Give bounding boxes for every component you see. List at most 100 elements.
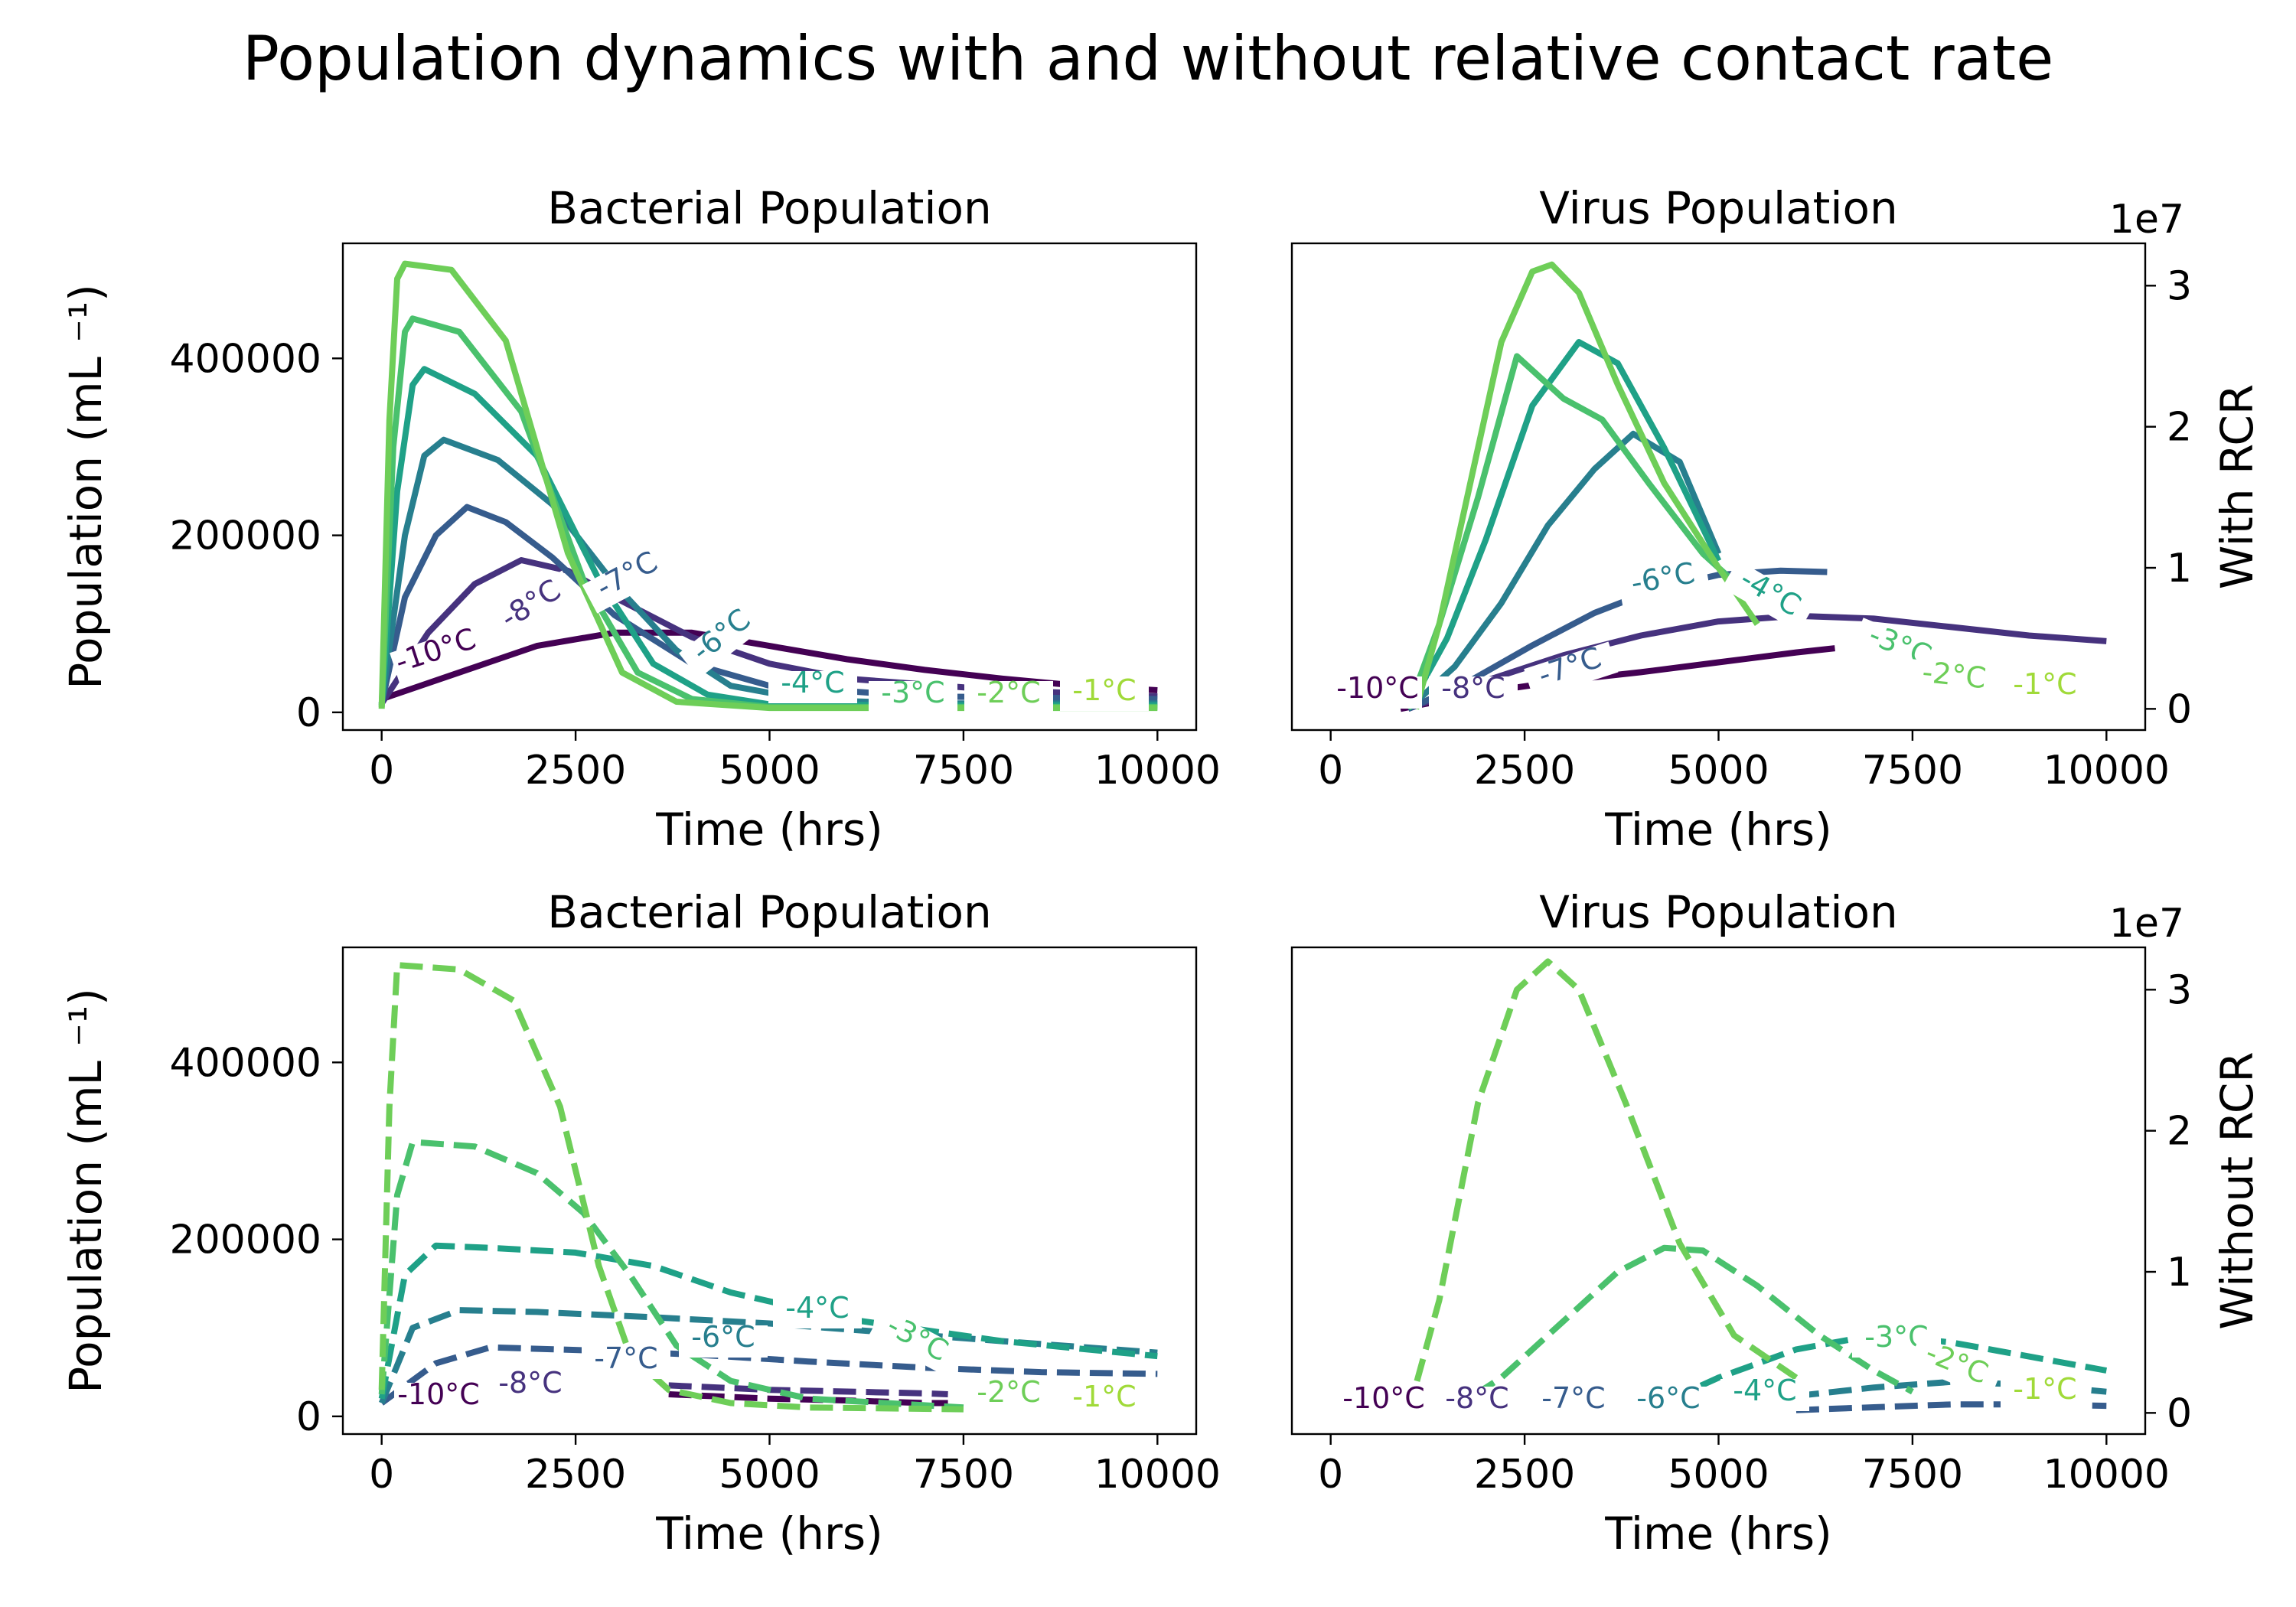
contour-label: -8°C [1429,671,1518,709]
y-axis-label-right: Without RCR [2211,1051,2263,1329]
x-tick-label: 10000 [1094,1452,1221,1498]
contour-label: -4°C [773,1291,862,1328]
axes-frame [1290,242,2147,732]
y-tick-label: 2 [2167,405,2192,451]
contour-label-bg [1060,679,1149,711]
x-tick-label: 10000 [2043,1452,2170,1498]
contour-label-bg [1720,1379,1809,1411]
contour-label-bg [1907,659,2000,700]
contour-label-bg [869,681,957,713]
y-tick-label: 3 [2167,967,2192,1013]
contour-label-text: -2°C [1921,655,1988,695]
y-tick-label: 0 [2167,686,2192,732]
contour-label-text: -1°C [2013,1372,2076,1406]
contour-label-text: -8°C [1441,671,1505,705]
contour-label-text: -4°C [781,666,844,699]
series-group [1400,261,2107,712]
series-line--8°C [1407,612,2107,712]
x-tick-label: 2500 [525,1452,626,1498]
panel-title: Bacterial Population [547,182,991,234]
contour-label: -10°C [394,1377,483,1415]
x-tick-label: 7500 [1862,748,1963,794]
series-line--4°C [378,366,1158,709]
x-tick-label: 10000 [2043,748,2170,794]
contour-label: -8°C [486,570,579,645]
y-tick-label: 3 [2167,263,2192,309]
contour-label-bg [1907,1335,2003,1399]
contour-label-text: -10°C [1336,671,1419,705]
series-group [1405,958,2108,1416]
contour-label-group: -10°C-8°C-7°C-6°C-4°C-3°C-2°C-1°C [1333,556,2089,709]
contour-label-text: -1°C [2013,667,2076,701]
series-line--2°C [1405,958,1799,1414]
contour-label: -8°C [486,1366,575,1403]
contour-label: -7°C [582,1341,670,1379]
panel-bact-rcr: 0 2500 5000 7500 10000 0 200000 400000 Bacterial… [60,182,1221,856]
x-tick-label: 7500 [1862,1452,1963,1498]
panel-bact-norcr: 0 2500 5000 7500 10000 0 200000 400000 Bacterial… [60,886,1221,1560]
contour-label-text: -1°C [1072,673,1136,707]
y-axis-label: Population (mL ⁻¹) [60,284,112,689]
contour-label-text: -2°C [977,1375,1040,1409]
contour-label: -4°C [1720,1374,1809,1411]
contour-label-text: -7°C [594,1341,657,1375]
panel-title: Bacterial Population [547,886,991,938]
contour-label: -4°C [768,666,857,703]
contour-label-text: -10°C [1342,1381,1425,1415]
x-axis-label: Time (hrs) [1604,1508,1831,1560]
panel-virus-rcr: 0 2500 5000 7500 10000 0 1 2 3 Virus Population Ti… [1290,182,2263,856]
series-line--3°C [1445,1244,1914,1416]
contour-label-group: -10°C-8°C-7°C-6°C-4°C-3°C-2°C-1°C [390,543,1149,713]
contour-label: -3°C [869,676,957,713]
contour-label-bg [394,1383,483,1415]
x-tick-label: 2500 [1474,1452,1575,1498]
series-line--6°C [1795,1378,2107,1400]
panel-virus-norcr: 0 2500 5000 7500 10000 0 1 2 3 Virus Population Ti… [1290,886,2263,1560]
contour-label-bg [964,1380,1053,1413]
y-tick-label: 0 [2167,1390,2192,1436]
contour-label-bg [1529,1387,1618,1419]
x-tick-label: 7500 [913,1452,1014,1498]
contour-label-bg [768,671,857,703]
x-tick-label: 0 [1318,748,1343,794]
contour-label-bg [2001,1377,2089,1410]
x-tick-label: 5000 [1668,748,1769,794]
contour-label-bg [1624,1387,1713,1419]
contour-label: -10°C [390,621,484,684]
y-axis-label-right: With RCR [2211,384,2263,589]
x-tick-label: 7500 [913,748,1014,794]
y-tick-label: 1 [2167,1250,2192,1296]
contour-label-bg [486,1371,575,1403]
y-axis-label: Population (mL ⁻¹) [60,988,112,1393]
contour-label-text: -8°C [498,1366,562,1400]
contour-label-bg [582,1347,670,1379]
contour-label-text: -7°C [1541,1381,1605,1415]
x-tick-label: 5000 [719,1452,820,1498]
axis-multiplier: 1e7 [2109,197,2184,243]
y-tick-label: 2 [2167,1109,2192,1155]
panel-title: Virus Population [1539,182,1898,234]
contour-label: -6°C [1617,556,1711,606]
contour-label: -6°C [1624,1381,1713,1419]
panel-title: Virus Population [1539,886,1898,938]
x-tick-label: 2500 [525,748,626,794]
contour-label-bg [486,570,579,645]
contour-label-bg [1433,1387,1521,1419]
series-line--7°C [380,1344,1158,1406]
contour-label: -2°C [1907,655,2000,700]
series-group [378,260,1158,712]
x-tick-label: 0 [369,748,394,794]
x-axis-label: Time (hrs) [1604,804,1831,856]
contour-label: -10°C [1333,671,1422,709]
figure-title: Population dynamics with and without rel… [243,23,2054,94]
contour-label-bg [869,1307,963,1377]
contour-label: -1°C [2001,667,2089,705]
contour-label-bg [582,543,676,614]
contour-label-bg [679,1325,768,1358]
contour-label-text: -6°C [1636,1381,1700,1415]
series-line--2°C [378,260,1158,712]
contour-label-text: -4°C [785,1291,849,1325]
series-line--4°C [1405,339,1722,711]
x-tick-label: 0 [369,1452,394,1498]
series-line--2°C [378,962,964,1413]
